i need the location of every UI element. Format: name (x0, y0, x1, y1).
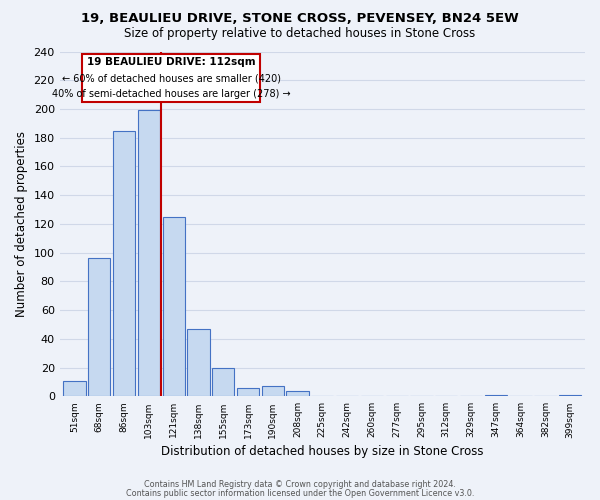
Text: ← 60% of detached houses are smaller (420): ← 60% of detached houses are smaller (42… (62, 73, 281, 83)
Bar (485, 395, 507, 396)
Bar (262, 386, 284, 396)
Text: 40% of semi-detached houses are larger (278) →: 40% of semi-detached houses are larger (… (52, 89, 290, 99)
Bar (237, 388, 259, 396)
Bar (138, 110, 160, 397)
Text: 19 BEAULIEU DRIVE: 112sqm: 19 BEAULIEU DRIVE: 112sqm (87, 58, 256, 68)
X-axis label: Distribution of detached houses by size in Stone Cross: Distribution of detached houses by size … (161, 444, 484, 458)
Bar (88, 258, 110, 396)
Bar (64, 380, 86, 396)
Text: Contains HM Land Registry data © Crown copyright and database right 2024.: Contains HM Land Registry data © Crown c… (144, 480, 456, 489)
Text: 19, BEAULIEU DRIVE, STONE CROSS, PEVENSEY, BN24 5EW: 19, BEAULIEU DRIVE, STONE CROSS, PEVENSE… (81, 12, 519, 26)
FancyBboxPatch shape (82, 54, 260, 102)
Bar (113, 130, 135, 396)
Bar (212, 368, 235, 396)
Bar (559, 395, 581, 396)
Y-axis label: Number of detached properties: Number of detached properties (15, 131, 28, 317)
Bar (163, 216, 185, 396)
Text: Contains public sector information licensed under the Open Government Licence v3: Contains public sector information licen… (126, 488, 474, 498)
Bar (286, 390, 309, 396)
Bar (187, 329, 209, 396)
Text: Size of property relative to detached houses in Stone Cross: Size of property relative to detached ho… (124, 28, 476, 40)
